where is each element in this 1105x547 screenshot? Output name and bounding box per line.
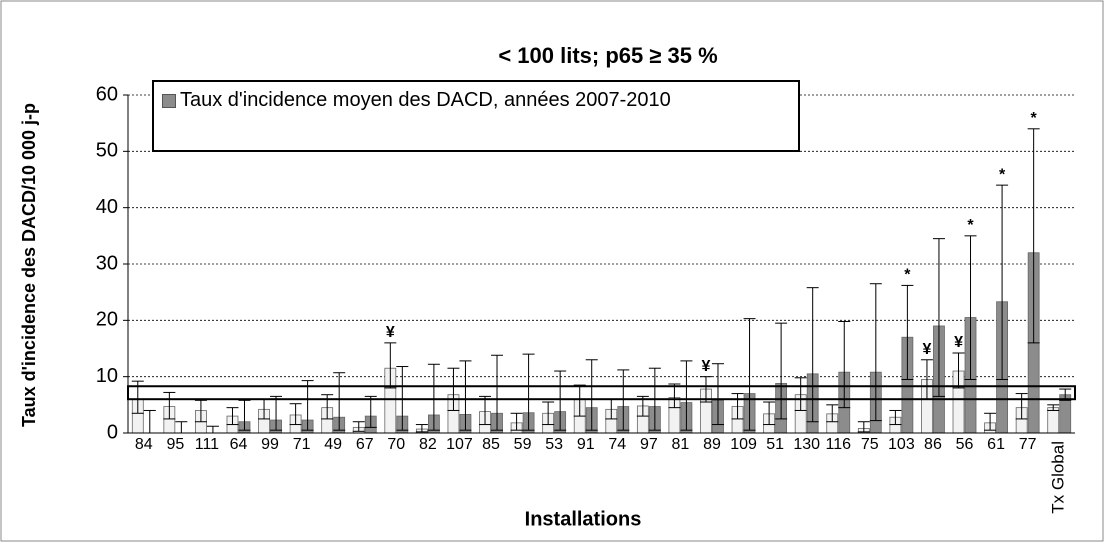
x-tick-label: 89 [703,436,721,453]
x-tick-label: 59 [514,436,532,453]
x-tick-label: 53 [545,436,563,453]
y-tick-label: 50 [96,140,118,162]
x-tick-label: 67 [356,436,374,453]
x-tick-label: 74 [608,436,626,453]
x-tick-label: 99 [261,436,279,453]
x-tick-label: 91 [577,436,595,453]
x-tick-label: 111 [195,436,219,453]
x-tick-label: 130 [793,436,820,453]
x-tick-label: 84 [135,436,153,453]
x-tick-label: 81 [672,436,690,453]
y-tick-label: 60 [96,83,118,105]
legend-box: Taux d'incidence moyen des DACD, années … [152,80,800,152]
annotation: * [999,166,1006,183]
x-tick-label: 82 [419,436,437,453]
annotation: ¥ [702,358,711,375]
x-tick-label: 49 [324,436,342,453]
x-tick-label: 116 [825,436,851,453]
x-tick-label: Tx Global [1049,441,1068,514]
reference-band [127,385,1076,401]
bar [1047,407,1060,434]
x-tick-label: 61 [987,436,1005,453]
legend: Taux d'incidence moyen des DACD, années … [152,80,800,152]
annotation: * [1031,110,1038,127]
x-tick-label: 56 [956,436,974,453]
chart-title: < 100 lits; p65 ≥ 35 % [498,43,717,68]
y-axis-title: Taux d'incidence des DACD/10 000 j-p [19,103,39,427]
legend-swatch [162,94,176,108]
x-tick-label: 86 [924,436,942,453]
annotation: ¥ [922,341,931,358]
x-axis-title: Installations [525,508,642,530]
x-tick-label: 103 [888,436,915,453]
x-tick-label: 70 [387,436,405,453]
annotation: * [904,267,911,284]
x-tick-label: 85 [482,436,500,453]
x-tick-label: 75 [861,436,879,453]
legend-label: Taux d'incidence moyen des DACD, années … [180,89,671,111]
x-tick-label: 107 [446,436,473,453]
y-tick-label: 0 [107,421,118,443]
annotation: ¥ [954,334,963,351]
x-tick-label: 64 [230,436,248,453]
y-tick-label: 20 [96,309,118,331]
y-tick-label: 40 [96,196,118,218]
y-tick-label: 10 [96,365,118,387]
y-tick-label: 30 [96,252,118,274]
x-tick-label: 109 [730,436,757,453]
x-tick-label: 97 [640,436,658,453]
x-tick-label: 95 [166,436,184,453]
annotation: * [967,217,974,234]
x-tick-label: 51 [766,436,784,453]
x-tick-label: 77 [1019,436,1037,453]
annotation: ¥ [386,324,395,341]
x-tick-label: 71 [293,436,311,453]
